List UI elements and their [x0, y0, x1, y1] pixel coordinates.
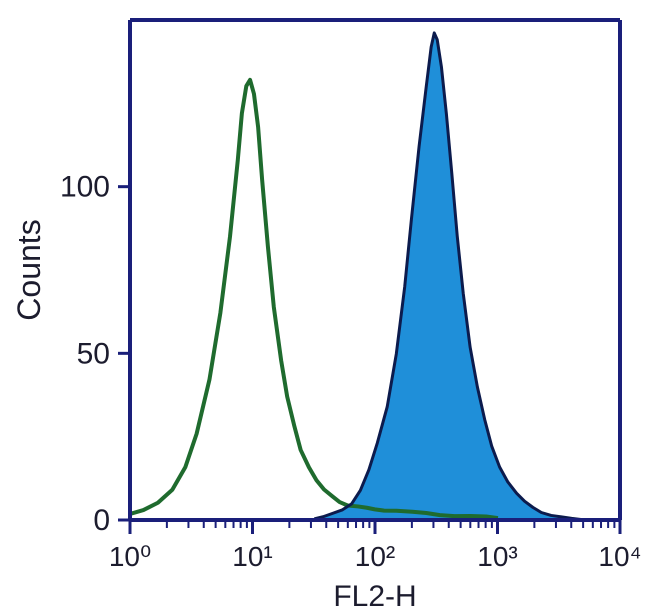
x-tick-label: 10⁰ [109, 541, 151, 572]
x-tick-label: 10¹ [232, 541, 272, 572]
y-axis-label: Counts [11, 219, 47, 320]
x-tick-label: 10⁴ [598, 541, 641, 572]
y-tick-label: 100 [60, 171, 110, 204]
x-tick-label: 10² [355, 541, 395, 572]
flow-cytometry-histogram: 0 50 100 10⁰ 10¹ 10² 10³ 10⁴ FL2-H Counts [0, 0, 650, 615]
chart-svg: 0 50 100 10⁰ 10¹ 10² 10³ 10⁴ FL2-H Counts [0, 0, 650, 615]
y-tick-label: 50 [77, 337, 110, 370]
x-axis-label: FL2-H [333, 580, 416, 613]
x-tick-label: 10³ [477, 541, 517, 572]
y-tick-label: 0 [93, 504, 110, 537]
